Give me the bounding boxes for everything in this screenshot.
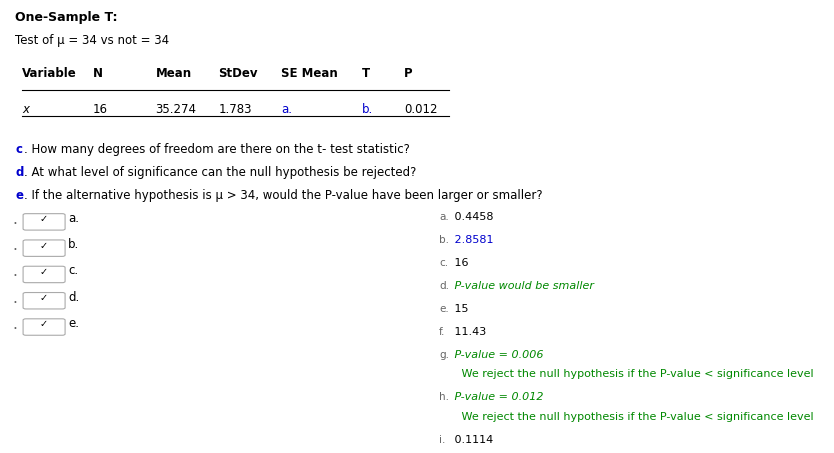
Text: P: P [404, 67, 413, 80]
Text: .: . [12, 290, 17, 306]
Text: We reject the null hypothesis if the P-value < significance level: We reject the null hypothesis if the P-v… [451, 370, 813, 380]
FancyBboxPatch shape [23, 319, 65, 335]
Text: . If the alternative hypothesis is μ > 34, would the P-value have been larger or: . If the alternative hypothesis is μ > 3… [24, 189, 543, 202]
FancyBboxPatch shape [23, 240, 65, 256]
Text: Test of μ = 34 vs not = 34: Test of μ = 34 vs not = 34 [15, 34, 169, 47]
Text: 2.8581: 2.8581 [451, 235, 493, 245]
Text: e.: e. [439, 304, 449, 314]
Text: StDev: StDev [219, 67, 258, 80]
Text: ✓: ✓ [40, 214, 48, 224]
Text: .: . [12, 238, 17, 253]
Text: g.: g. [439, 350, 449, 360]
Text: c.: c. [68, 264, 78, 277]
Text: 35.274: 35.274 [155, 103, 196, 116]
Text: We reject the null hypothesis if the P-value < significance level: We reject the null hypothesis if the P-v… [451, 412, 813, 422]
FancyBboxPatch shape [23, 266, 65, 283]
Text: 15: 15 [451, 304, 468, 314]
Text: e: e [15, 189, 23, 202]
FancyBboxPatch shape [23, 214, 65, 230]
Text: a.: a. [281, 103, 293, 116]
Text: SE Mean: SE Mean [281, 67, 338, 80]
Text: d: d [15, 166, 23, 178]
Text: .: . [12, 317, 17, 332]
Text: N: N [93, 67, 103, 80]
Text: One-Sample T:: One-Sample T: [15, 11, 118, 24]
Text: b.: b. [68, 238, 79, 251]
FancyBboxPatch shape [23, 293, 65, 309]
Text: 0.1114: 0.1114 [451, 435, 493, 445]
Text: 0.4458: 0.4458 [451, 212, 493, 222]
Text: b.: b. [439, 235, 449, 245]
Text: 1.783: 1.783 [219, 103, 252, 116]
Text: P-value = 0.006: P-value = 0.006 [451, 350, 543, 360]
Text: a.: a. [439, 212, 449, 222]
Text: 16: 16 [93, 103, 108, 116]
Text: ✓: ✓ [40, 293, 48, 303]
Text: . How many degrees of freedom are there on the t- test statistic?: . How many degrees of freedom are there … [24, 143, 410, 156]
Text: d.: d. [439, 281, 449, 291]
Text: .: . [12, 212, 17, 226]
Text: Variable: Variable [23, 67, 77, 80]
Text: c: c [15, 143, 23, 156]
Text: f.: f. [439, 327, 445, 337]
Text: x: x [23, 103, 29, 116]
Text: i.: i. [439, 435, 445, 445]
Text: .: . [12, 264, 17, 279]
Text: Mean: Mean [155, 67, 192, 80]
Text: c.: c. [439, 258, 448, 268]
Text: 0.012: 0.012 [404, 103, 437, 116]
Text: e.: e. [68, 317, 79, 330]
Text: 11.43: 11.43 [451, 327, 486, 337]
Text: 16: 16 [451, 258, 468, 268]
Text: h.: h. [439, 392, 449, 402]
Text: . At what level of significance can the null hypothesis be rejected?: . At what level of significance can the … [24, 166, 417, 178]
Text: P-value would be smaller: P-value would be smaller [451, 281, 594, 291]
Text: d.: d. [68, 290, 79, 304]
Text: ✓: ✓ [40, 241, 48, 251]
Text: a.: a. [68, 212, 79, 225]
Text: ✓: ✓ [40, 267, 48, 277]
Text: P-value = 0.012: P-value = 0.012 [451, 392, 543, 402]
Text: b.: b. [362, 103, 373, 116]
Text: ✓: ✓ [40, 319, 48, 329]
Text: T: T [362, 67, 370, 80]
